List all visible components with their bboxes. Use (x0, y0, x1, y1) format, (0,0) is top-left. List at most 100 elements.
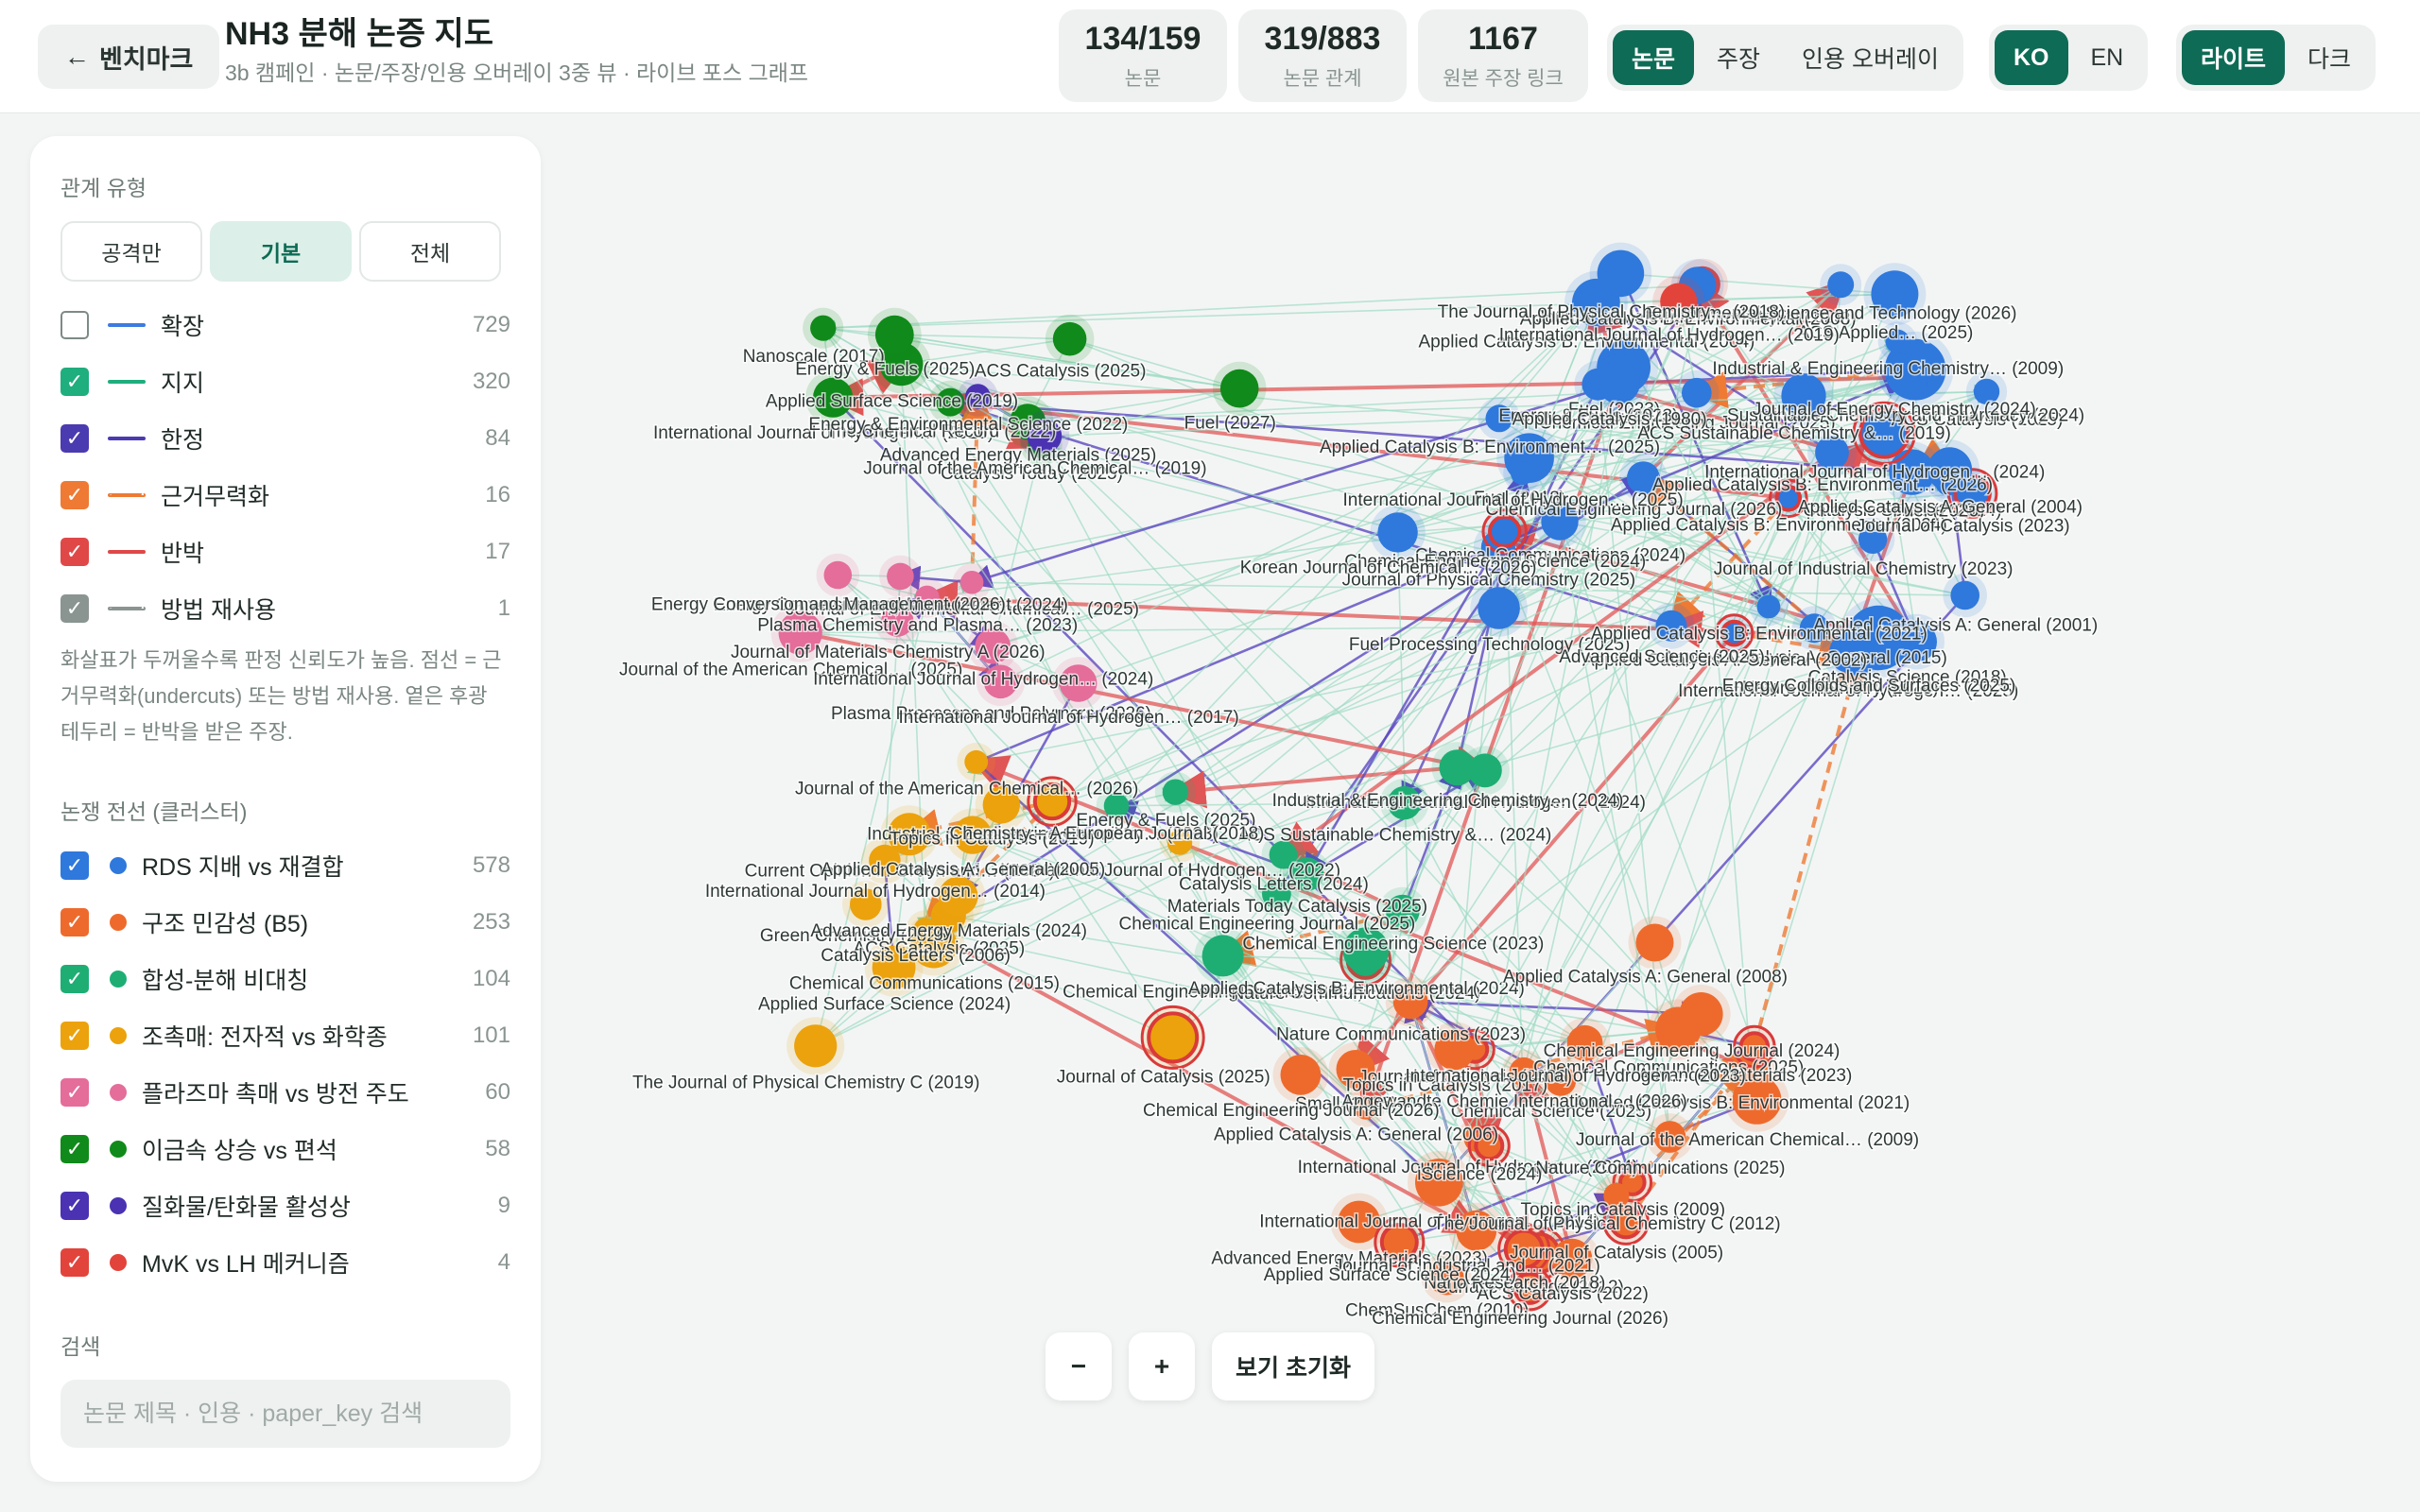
paper-node[interactable] (1262, 879, 1291, 909)
tab-claims[interactable]: 주장 (1717, 46, 1761, 73)
paper-node[interactable] (1162, 779, 1189, 805)
paper-node[interactable] (1889, 449, 1935, 495)
paper-node[interactable] (1269, 840, 1298, 869)
paper-node[interactable] (1032, 782, 1072, 821)
paper-node[interactable] (1512, 1271, 1547, 1305)
paper-node[interactable] (778, 610, 822, 655)
checkbox-checked[interactable]: ✓ (60, 1135, 89, 1163)
paper-node[interactable] (1377, 512, 1418, 553)
checkbox-checked[interactable]: ✓ (60, 1248, 89, 1277)
paper-node[interactable] (1379, 1223, 1419, 1262)
paper-node[interactable] (1167, 830, 1193, 855)
relation-row-extends[interactable]: 확장 729 (60, 297, 510, 353)
cluster-row[interactable]: ✓ MvK vs LH 메커니즘 4 (60, 1234, 510, 1291)
paper-node[interactable] (1781, 373, 1826, 419)
paper-node[interactable] (1732, 1075, 1782, 1125)
paper-node[interactable] (953, 816, 992, 854)
paper-node[interactable] (1545, 1065, 1577, 1096)
paper-node[interactable] (982, 786, 1020, 824)
paper-node[interactable] (1147, 1011, 1200, 1064)
paper-node[interactable] (881, 604, 914, 637)
paper-node[interactable] (1655, 1006, 1702, 1053)
paper-node[interactable] (887, 562, 914, 591)
lang-ko-button[interactable]: KO (1995, 30, 2068, 85)
paper-node[interactable] (965, 384, 991, 409)
paper-node[interactable] (914, 585, 940, 610)
cluster-row[interactable]: ✓ 합성-분해 비대칭 104 (60, 951, 510, 1007)
paper-node[interactable] (794, 1024, 838, 1068)
paper-node[interactable] (1887, 361, 1921, 395)
paper-node[interactable] (1973, 378, 2000, 405)
paper-node[interactable] (1387, 785, 1422, 820)
paper-node[interactable] (1338, 1200, 1381, 1244)
checkbox-checked[interactable]: ✓ (60, 1022, 89, 1050)
paper-node[interactable] (1415, 1159, 1463, 1207)
paper-node[interactable] (936, 387, 965, 417)
paper-node[interactable] (1386, 894, 1420, 929)
paper-node[interactable] (1551, 1238, 1593, 1280)
paper-node[interactable] (959, 571, 984, 594)
paper-node[interactable] (1566, 1024, 1603, 1061)
checkbox-checked[interactable]: ✓ (60, 594, 89, 623)
paper-node[interactable] (1336, 1050, 1375, 1089)
checkbox-checked[interactable]: ✓ (60, 368, 89, 396)
paper-node[interactable] (1858, 407, 1910, 459)
relation-row-undercuts[interactable]: ✓ 근거무력화 16 (60, 467, 510, 524)
relation-row-method-reuse[interactable]: ✓ 방법 재사용 1 (60, 580, 510, 637)
paper-node[interactable] (1598, 361, 1640, 404)
paper-node[interactable] (888, 813, 931, 856)
paper-node[interactable] (1682, 377, 1712, 408)
paper-node[interactable] (1815, 436, 1849, 470)
paper-node[interactable] (975, 628, 1011, 664)
paper-node[interactable] (810, 315, 837, 341)
checkbox-checked[interactable]: ✓ (60, 481, 89, 509)
paper-node[interactable] (1027, 419, 1063, 454)
paper-node[interactable] (1354, 1096, 1377, 1120)
paper-node[interactable] (1655, 610, 1687, 642)
paper-node[interactable] (1509, 1057, 1539, 1087)
paper-node[interactable] (1799, 613, 1829, 644)
paper-node[interactable] (1474, 1130, 1505, 1161)
paper-node[interactable] (1635, 923, 1674, 962)
paper-node[interactable] (1456, 1210, 1497, 1251)
preset-attack-only-button[interactable]: 공격만 (60, 221, 202, 282)
paper-node[interactable] (1885, 329, 1910, 353)
paper-node[interactable] (1289, 857, 1324, 891)
zoom-in-button[interactable]: + (1129, 1332, 1195, 1400)
paper-node[interactable] (964, 749, 989, 774)
paper-node[interactable] (1927, 447, 1973, 492)
preset-all-button[interactable]: 전체 (359, 221, 501, 282)
paper-node[interactable] (1597, 249, 1645, 298)
relation-row-qualifies[interactable]: ✓ 한정 84 (60, 410, 510, 467)
paper-node[interactable] (1845, 605, 1911, 671)
cluster-row[interactable]: ✓ 구조 민감성 (B5) 253 (60, 894, 510, 951)
zoom-out-button[interactable]: − (1046, 1332, 1112, 1400)
back-button[interactable]: ← 벤치마크 (38, 25, 220, 89)
paper-node[interactable] (1052, 321, 1087, 356)
checkbox-checked[interactable]: ✓ (60, 908, 89, 936)
checkbox-checked[interactable]: ✓ (60, 538, 89, 566)
paper-node[interactable] (983, 664, 1018, 699)
cluster-row[interactable]: ✓ 플라즈마 촉매 vs 방전 주도 60 (60, 1064, 510, 1121)
paper-node[interactable] (1511, 461, 1534, 486)
paper-node[interactable] (1871, 270, 1919, 318)
paper-node[interactable] (874, 315, 914, 354)
theme-dark-button[interactable]: 다크 (2308, 46, 2352, 73)
paper-node[interactable] (1201, 935, 1244, 977)
paper-node[interactable] (1059, 664, 1098, 702)
paper-node[interactable] (938, 876, 978, 917)
paper-node[interactable] (1434, 1029, 1476, 1071)
checkbox-checked[interactable]: ✓ (60, 851, 89, 880)
paper-node[interactable] (1428, 1260, 1464, 1296)
paper-node[interactable] (1603, 1182, 1630, 1209)
search-input[interactable] (83, 1400, 488, 1428)
paper-node[interactable] (1103, 793, 1130, 818)
paper-node[interactable] (1627, 461, 1660, 494)
paper-node[interactable] (1392, 984, 1428, 1020)
paper-node[interactable] (913, 918, 937, 941)
theme-light-button[interactable]: 라이트 (2182, 30, 2286, 85)
paper-node[interactable] (1468, 753, 1502, 788)
paper-node[interactable] (1827, 271, 1855, 299)
paper-node[interactable] (869, 844, 901, 877)
tab-citation-overlay[interactable]: 인용 오버레이 (1802, 46, 1939, 73)
